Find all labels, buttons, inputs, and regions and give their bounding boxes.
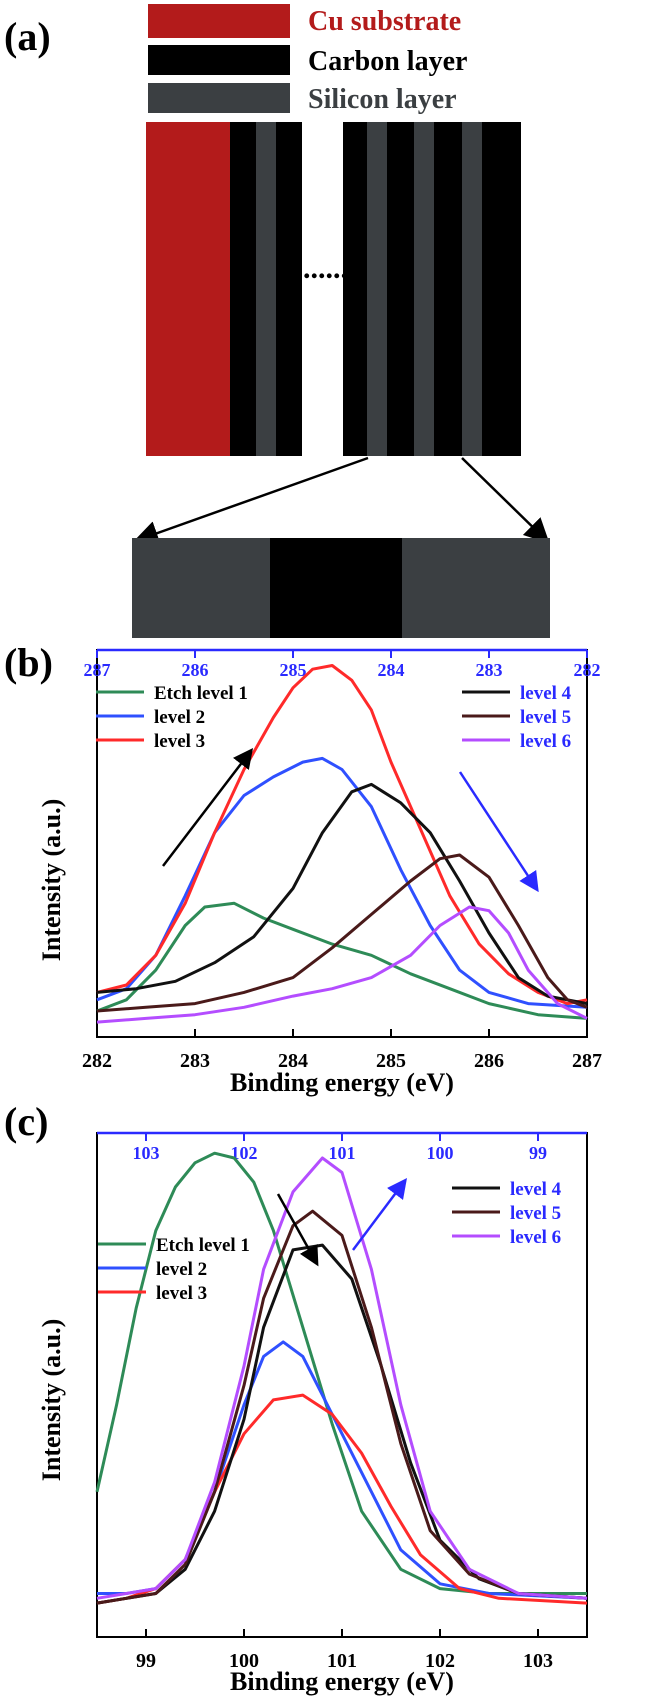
- panel-c-label: (c): [4, 1099, 48, 1144]
- legend-swatch-cu: [148, 4, 290, 38]
- top-x-tick-label: 99: [529, 1143, 547, 1163]
- layer-ellipsis: ......: [303, 252, 348, 285]
- series-line-level-2: [97, 1340, 588, 1600]
- x-tick-label: 100: [229, 1650, 259, 1672]
- top-x-tick-label: 101: [329, 1143, 356, 1163]
- legend-label: level 5: [520, 707, 571, 728]
- legend-swatch-silicon: [148, 83, 290, 113]
- silicon-layer-2: [414, 122, 434, 456]
- x-tick-label: 101: [327, 1650, 357, 1672]
- top-x-tick-label: 285: [280, 660, 307, 680]
- trend-arrow-down-black: [276, 1193, 319, 1267]
- legend-label: Etch level 1: [156, 1235, 250, 1256]
- series-line-level-3: [96, 664, 588, 1006]
- panel-b-ylabel: Intensity (a.u.): [37, 799, 66, 962]
- top-x-tick-label: 103: [133, 1143, 160, 1163]
- trend-arrow-up-black: [162, 748, 254, 867]
- zoom-arrow-right: [461, 457, 550, 544]
- legend-label-silicon: Silicon layer: [308, 84, 457, 115]
- panel-c: (c) Intensity (a.u.) Binding energy (eV)…: [4, 1099, 588, 1696]
- silicon-layer-3: [462, 122, 482, 456]
- legend-label-cu: Cu substrate: [308, 6, 461, 37]
- trend-arrow-down-blue: [458, 771, 539, 893]
- series-line-level-5: [96, 1209, 588, 1605]
- panel-b-label: (b): [4, 640, 53, 685]
- top-x-tick-label: 102: [231, 1143, 258, 1163]
- x-tick-label: 287: [572, 1050, 602, 1072]
- panel-b-plot: 282 283 284 285 286 287 287 286 285 284 283 282 Etch…: [82, 648, 602, 1072]
- legend-label: level 6: [520, 731, 571, 752]
- top-x-tick-label: 284: [378, 660, 405, 680]
- top-x-tick-label: 282: [574, 660, 601, 680]
- x-tick-label: 282: [82, 1050, 112, 1072]
- legend-label: level 2: [156, 1259, 207, 1280]
- series-line-level-6: [96, 905, 588, 1024]
- series-line-level-3: [96, 1393, 588, 1605]
- legend-label: level 6: [510, 1227, 561, 1248]
- cu-substrate-block: [146, 122, 230, 456]
- panel-a: (a) Cu substrate Carbon layer Silicon la…: [4, 4, 550, 638]
- x-tick-label: 102: [425, 1650, 455, 1672]
- silicon-layer-1: [367, 122, 387, 456]
- top-x-tick-label: 287: [84, 660, 111, 680]
- legend-label: level 3: [156, 1283, 207, 1304]
- series-line-etch-level-1: [95, 1151, 587, 1595]
- x-tick-label: 284: [278, 1050, 308, 1072]
- magnified-carbon: [270, 538, 402, 638]
- magnified-silicon-left: [132, 538, 270, 638]
- legend-label: level 5: [510, 1203, 561, 1224]
- panel-b: (b) Intensity (a.u.) Binding energy (eV)…: [4, 640, 602, 1097]
- x-tick-label: 286: [474, 1050, 504, 1072]
- panel-c-xlabel: Binding energy (eV): [230, 1667, 454, 1696]
- series-line-etch-level-1: [96, 901, 588, 1020]
- series-line-level-4: [96, 782, 588, 1006]
- x-tick-label: 103: [523, 1650, 553, 1672]
- magnified-silicon-right: [402, 538, 550, 638]
- silicon-layer-block-left: [256, 122, 276, 456]
- panel-b-xlabel: Binding energy (eV): [230, 1068, 454, 1097]
- x-tick-label: 285: [376, 1050, 406, 1072]
- top-x-tick-label: 100: [427, 1143, 454, 1163]
- panel-c-ylabel: Intensity (a.u.): [37, 1319, 66, 1482]
- legend-label: level 4: [520, 683, 572, 704]
- legend-label: level 2: [154, 707, 205, 728]
- legend-label: level 3: [154, 731, 205, 752]
- x-tick-label: 99: [136, 1650, 156, 1672]
- x-tick-label: 283: [180, 1050, 210, 1072]
- legend-label: level 4: [510, 1179, 562, 1200]
- zoom-arrow-left: [133, 456, 369, 546]
- panel-c-plot: 99 100 101 102 103 103 102 101 100 99 Etch level 1…: [95, 1131, 588, 1672]
- legend-label-carbon: Carbon layer: [308, 46, 467, 77]
- trend-arrow-up-blue: [352, 1178, 407, 1251]
- series-line-level-6: [96, 1156, 588, 1600]
- legend-swatch-carbon: [148, 45, 290, 75]
- legend-label: Etch level 1: [154, 683, 248, 704]
- series-line-level-5: [96, 853, 588, 1013]
- top-x-tick-label: 283: [476, 660, 503, 680]
- top-x-tick-label: 286: [182, 660, 209, 680]
- series-line-level-2: [96, 756, 588, 1009]
- panel-a-label: (a): [4, 14, 51, 59]
